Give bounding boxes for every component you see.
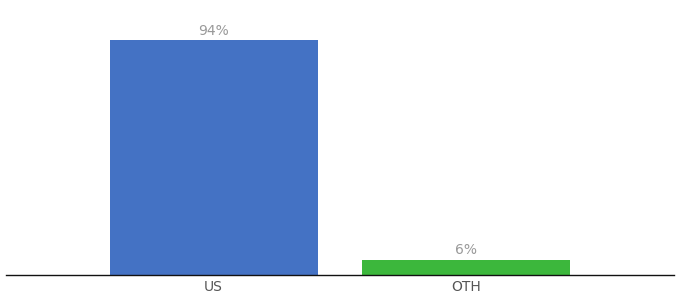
Bar [109, 40, 318, 275]
Text: 94%: 94% [199, 24, 229, 38]
Bar [362, 260, 571, 275]
Text: 6%: 6% [456, 243, 477, 257]
